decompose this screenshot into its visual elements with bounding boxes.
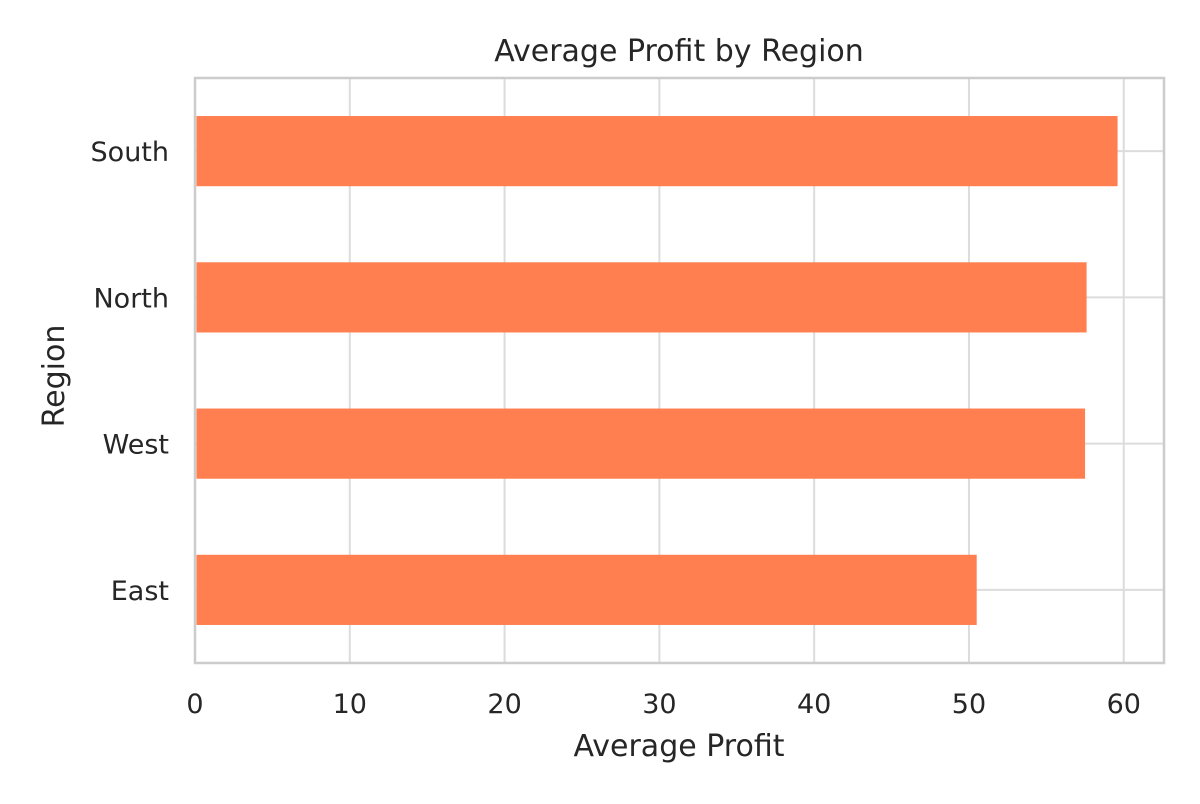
- x-tick-label: 30: [642, 689, 676, 720]
- x-tick-labels: 0 10 20 30 40 50 60: [186, 689, 1141, 720]
- x-tick-label: 40: [797, 689, 831, 720]
- x-tick-label: 0: [186, 689, 203, 720]
- x-tick-label: 20: [487, 689, 521, 720]
- y-tick-labels: South North West East: [91, 137, 169, 607]
- x-tick-label: 10: [333, 689, 367, 720]
- y-tick-label: North: [93, 283, 169, 314]
- bar-north: [196, 262, 1087, 333]
- x-tick-label: 60: [1107, 689, 1141, 720]
- y-tick-label: East: [111, 576, 169, 607]
- bar-west: [196, 408, 1086, 479]
- x-axis-label: Average Profit: [574, 729, 785, 764]
- bar-south: [196, 116, 1118, 187]
- x-tick-label: 50: [952, 689, 986, 720]
- chart-title: Average Profit by Region: [494, 34, 864, 69]
- bar-east: [196, 554, 977, 625]
- plot-frame: [193, 76, 1166, 665]
- y-tick-label: West: [103, 430, 169, 461]
- y-tick-label: South: [91, 137, 169, 168]
- bars: [196, 116, 1118, 625]
- y-axis-label: Region: [37, 325, 72, 428]
